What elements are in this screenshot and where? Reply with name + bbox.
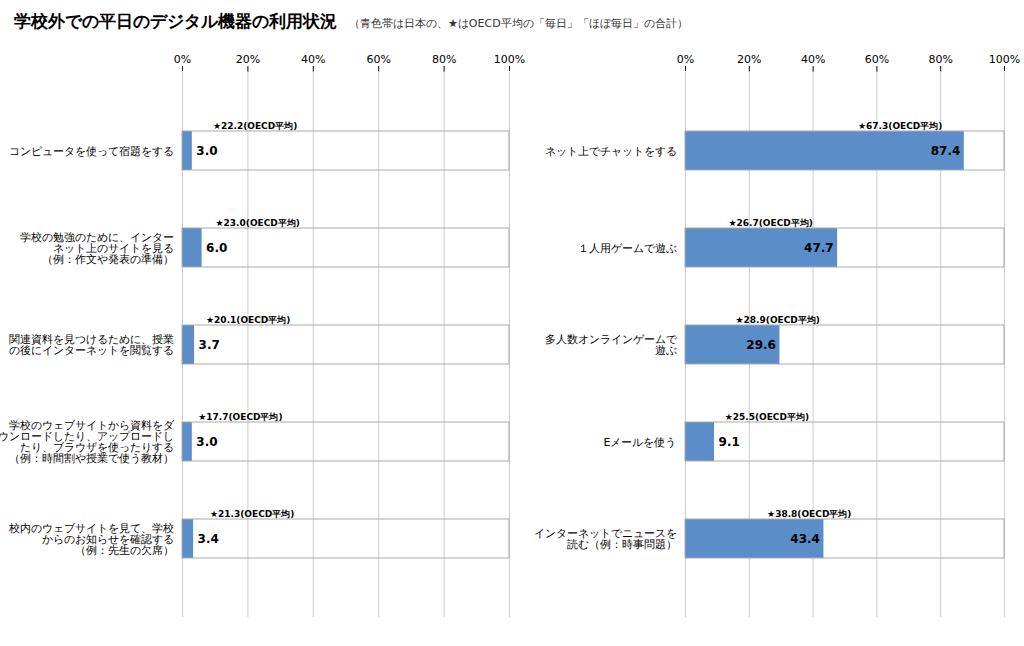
svg-text:3.7: 3.7 (199, 338, 220, 352)
svg-text:★22.2(OECD平均): ★22.2(OECD平均) (213, 121, 297, 131)
svg-text:校内のウェブサイトを見て、学校からのお知らせを確認する（例：: 校内のウェブサイトを見て、学校からのお知らせを確認する（例：先生の欠席） (8, 522, 174, 557)
svg-text:47.7: 47.7 (804, 241, 834, 255)
svg-text:学校のウェブサイトから資料をダウンロードしたり、アップロード: 学校のウェブサイトから資料をダウンロードしたり、アップロードしたり、ブラウザを使… (0, 419, 175, 465)
html-text:（青色帯は日本の、★はOECD平均の「毎日」「ほぼ毎日」の合: （青色帯は日本の、★はOECD平均の「毎日」「ほぼ毎日」の合計） (349, 17, 688, 30)
svg-text:★25.5(OECD平均): ★25.5(OECD平均) (725, 412, 809, 422)
svg-text:★28.9(OECD平均): ★28.9(OECD平均) (736, 315, 820, 325)
svg-text:43.4: 43.4 (790, 532, 820, 546)
svg-text:0%: 0% (677, 53, 694, 66)
svg-text:多人数オンラインゲームで遊ぶ: 多人数オンラインゲームで遊ぶ (545, 333, 678, 357)
svg-text:60%: 60% (865, 53, 889, 66)
svg-text:3.0: 3.0 (196, 435, 217, 449)
svg-text:学校の勉強のために、インターネット上のサイトを見る（例：作文: 学校の勉強のために、インターネット上のサイトを見る（例：作文や発表の準備） (20, 231, 174, 266)
svg-text:★26.7(OECD平均): ★26.7(OECD平均) (728, 218, 812, 228)
svg-text:１人用ゲームで遊ぶ: １人用ゲームで遊ぶ (578, 242, 677, 255)
html-text:学校外での平日のデジタル機器の利用状況: 学校外での平日のデジタル機器の利用状況 (14, 11, 337, 31)
svg-text:0%: 0% (174, 53, 191, 66)
svg-text:40%: 40% (801, 53, 825, 66)
svg-text:★23.0(OECD平均): ★23.0(OECD平均) (216, 218, 300, 228)
svg-text:20%: 20% (236, 53, 260, 66)
svg-text:80%: 80% (928, 53, 952, 66)
svg-text:3.4: 3.4 (198, 532, 219, 546)
svg-text:ネット上でチャットをする: ネット上でチャットをする (545, 145, 677, 158)
svg-text:20%: 20% (737, 53, 761, 66)
svg-text:★38.8(OECD平均): ★38.8(OECD平均) (767, 509, 851, 519)
svg-text:80%: 80% (432, 53, 456, 66)
svg-text:6.0: 6.0 (206, 241, 227, 255)
svg-text:関連資料を見つけるために、授業の後にインターネットを閲覧する: 関連資料を見つけるために、授業の後にインターネットを閲覧する (9, 333, 174, 357)
svg-text:インターネットでニュースを読む（例：時事問題）: インターネットでニュースを読む（例：時事問題） (534, 527, 677, 551)
svg-text:40%: 40% (301, 53, 325, 66)
svg-text:★67.3(OECD平均): ★67.3(OECD平均) (858, 121, 942, 131)
svg-text:87.4: 87.4 (931, 144, 961, 158)
svg-text:100%: 100% (494, 53, 525, 66)
svg-text:★20.1(OECD平均): ★20.1(OECD平均) (206, 315, 290, 325)
svg-text:3.0: 3.0 (196, 144, 217, 158)
svg-text:100%: 100% (989, 53, 1020, 66)
svg-text:60%: 60% (366, 53, 390, 66)
svg-text:Eメールを使う: Eメールを使う (604, 436, 677, 449)
svg-text:29.6: 29.6 (746, 338, 776, 352)
svg-text:コンピュータを使って宿題をする: コンピュータを使って宿題をする (9, 145, 174, 158)
svg-text:★17.7(OECD平均): ★17.7(OECD平均) (198, 412, 282, 422)
svg-text:9.1: 9.1 (719, 435, 740, 449)
svg-text:★21.3(OECD平均): ★21.3(OECD平均) (210, 509, 294, 519)
